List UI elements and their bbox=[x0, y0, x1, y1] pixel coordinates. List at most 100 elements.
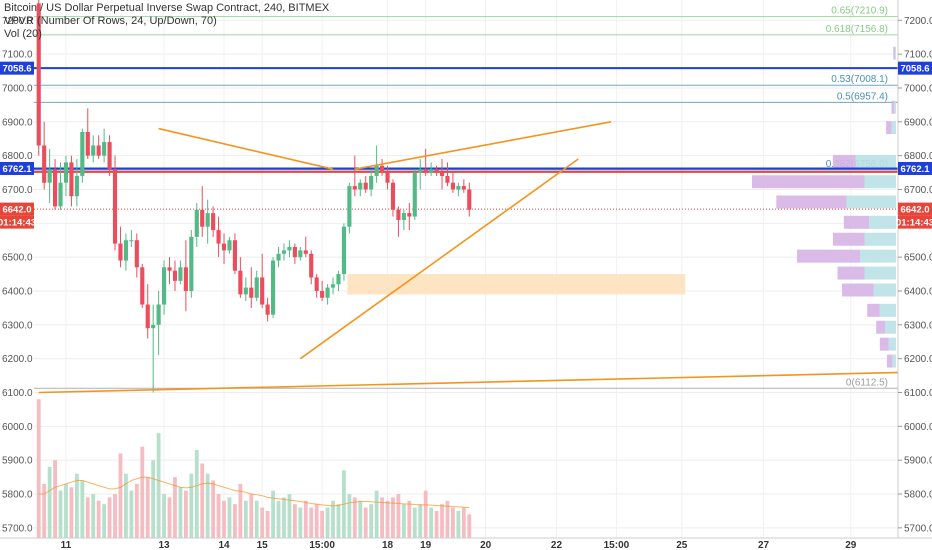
candle-body bbox=[423, 169, 428, 173]
price-tick-label: 7200.0 bbox=[904, 16, 932, 27]
vpvr-up-bar bbox=[891, 121, 896, 135]
candle-body bbox=[36, 3, 41, 146]
candle-body bbox=[314, 277, 319, 291]
trendline-long-support bbox=[38, 371, 911, 394]
candle-body bbox=[461, 186, 466, 190]
candle bbox=[341, 223, 346, 281]
candle bbox=[63, 155, 69, 197]
candle bbox=[249, 267, 254, 308]
price-tick-label: 7000.0 bbox=[904, 83, 932, 94]
left-tick-label: 6200.0 bbox=[2, 354, 33, 365]
fib-label: 0.53(7008.1) bbox=[831, 74, 888, 85]
candle bbox=[200, 186, 205, 237]
left-price-tag-blue-upper: 7058.6 bbox=[0, 61, 34, 75]
volume-bar bbox=[461, 507, 466, 538]
candle-body bbox=[341, 226, 346, 275]
volume-bar bbox=[167, 497, 172, 538]
left-tick-label: 6000.0 bbox=[2, 422, 33, 433]
legend: Bitcoin / US Dollar Perpetual Inverse Sw… bbox=[4, 2, 329, 41]
volume-bar bbox=[183, 490, 188, 538]
price-tick-label: 7100.0 bbox=[904, 50, 932, 61]
fib-level: 0.618(7156.8) bbox=[34, 24, 898, 36]
candle-body bbox=[183, 267, 188, 291]
current-price-tag: 6642.0 bbox=[898, 202, 932, 216]
candle bbox=[194, 203, 199, 248]
left-current-price-tag: 6642.0 bbox=[0, 202, 34, 216]
fib-label: 0.5(6957.4) bbox=[837, 91, 888, 102]
left-current-price-tag-text: 6642.0 bbox=[2, 205, 31, 216]
vpvr-up-bar bbox=[869, 215, 896, 229]
candle bbox=[134, 233, 139, 278]
vpvr-up-bar bbox=[864, 175, 896, 189]
candle-body bbox=[292, 247, 297, 258]
candle-body bbox=[439, 172, 445, 176]
time-tick-label: 19 bbox=[420, 540, 432, 550]
price-tick-label: 6700.0 bbox=[904, 185, 932, 196]
countdown-tag-bg bbox=[898, 215, 932, 229]
price-tick-label: 6900.0 bbox=[904, 117, 932, 128]
candle bbox=[314, 274, 319, 298]
left-price-tag-blue-lower: 6762.1 bbox=[0, 161, 34, 175]
left-price-tag-blue-upper-bg bbox=[0, 61, 34, 75]
candle-body bbox=[434, 169, 439, 173]
candle-body bbox=[156, 304, 161, 325]
candle-body bbox=[200, 209, 205, 227]
vpvr-down-bar bbox=[797, 249, 860, 263]
candle-body bbox=[358, 182, 363, 190]
candle bbox=[287, 240, 292, 258]
volume-bar bbox=[238, 483, 243, 538]
candle-body bbox=[390, 182, 396, 210]
candle-body bbox=[178, 267, 183, 281]
legend-vpvr[interactable]: VPVR (Number Of Rows, 24, Up/Down, 70) bbox=[4, 15, 217, 27]
volume-bar bbox=[391, 497, 395, 538]
left-countdown-tag: 01:14:43 bbox=[0, 215, 36, 229]
candle bbox=[412, 169, 417, 220]
candle bbox=[85, 108, 90, 160]
candle-body bbox=[189, 236, 194, 291]
left-tick-label: 5800.0 bbox=[2, 490, 33, 501]
volume-bar bbox=[320, 510, 325, 538]
price-tag-blue-lower-text: 6762.1 bbox=[900, 164, 930, 175]
volume-bar bbox=[347, 494, 352, 538]
volume-bar bbox=[222, 500, 226, 538]
time-tick-label: 25 bbox=[676, 540, 688, 550]
volume-bar bbox=[96, 500, 101, 538]
vpvr-up-bar bbox=[894, 100, 896, 114]
volume-bar bbox=[145, 477, 150, 538]
left-tick-label: 6700.0 bbox=[2, 185, 33, 196]
vpvr-up-bar bbox=[879, 303, 896, 317]
candle bbox=[390, 179, 396, 217]
volume-bar bbox=[140, 446, 145, 538]
time-tick-label: 15:00 bbox=[309, 540, 335, 550]
volume-bar bbox=[456, 510, 461, 538]
volume-bar bbox=[227, 497, 232, 538]
candle-body bbox=[221, 243, 227, 251]
candle-body bbox=[80, 131, 85, 176]
candle bbox=[309, 250, 314, 285]
candle-body bbox=[216, 230, 221, 244]
legend-volume[interactable]: Vol (20) bbox=[4, 28, 42, 40]
vpvr-down-bar bbox=[833, 154, 856, 168]
candle bbox=[450, 172, 455, 193]
candle-body bbox=[47, 169, 52, 183]
price-tag-blue-lower-bg bbox=[898, 161, 932, 175]
candle-body bbox=[412, 172, 417, 217]
volume-bar bbox=[407, 500, 412, 538]
candle bbox=[156, 290, 161, 356]
volume-bar bbox=[254, 500, 259, 538]
current-price-tag-text: 6642.0 bbox=[900, 205, 929, 216]
left-tick-label: 7200.0 bbox=[2, 16, 33, 27]
volume-bar bbox=[42, 483, 47, 538]
price-tick-label: 5700.0 bbox=[904, 523, 932, 534]
countdown-tag-text: 01:14:43 bbox=[896, 218, 932, 229]
candle-body bbox=[467, 189, 472, 210]
volume-bar bbox=[467, 514, 472, 538]
candle bbox=[461, 179, 466, 193]
time-tick-label: 20 bbox=[480, 540, 492, 550]
vpvr-down-bar bbox=[752, 175, 865, 189]
volume-bar bbox=[276, 500, 281, 538]
volume-bar bbox=[64, 483, 68, 538]
price-tick-label: 6300.0 bbox=[904, 320, 932, 331]
candle-body bbox=[254, 277, 259, 298]
